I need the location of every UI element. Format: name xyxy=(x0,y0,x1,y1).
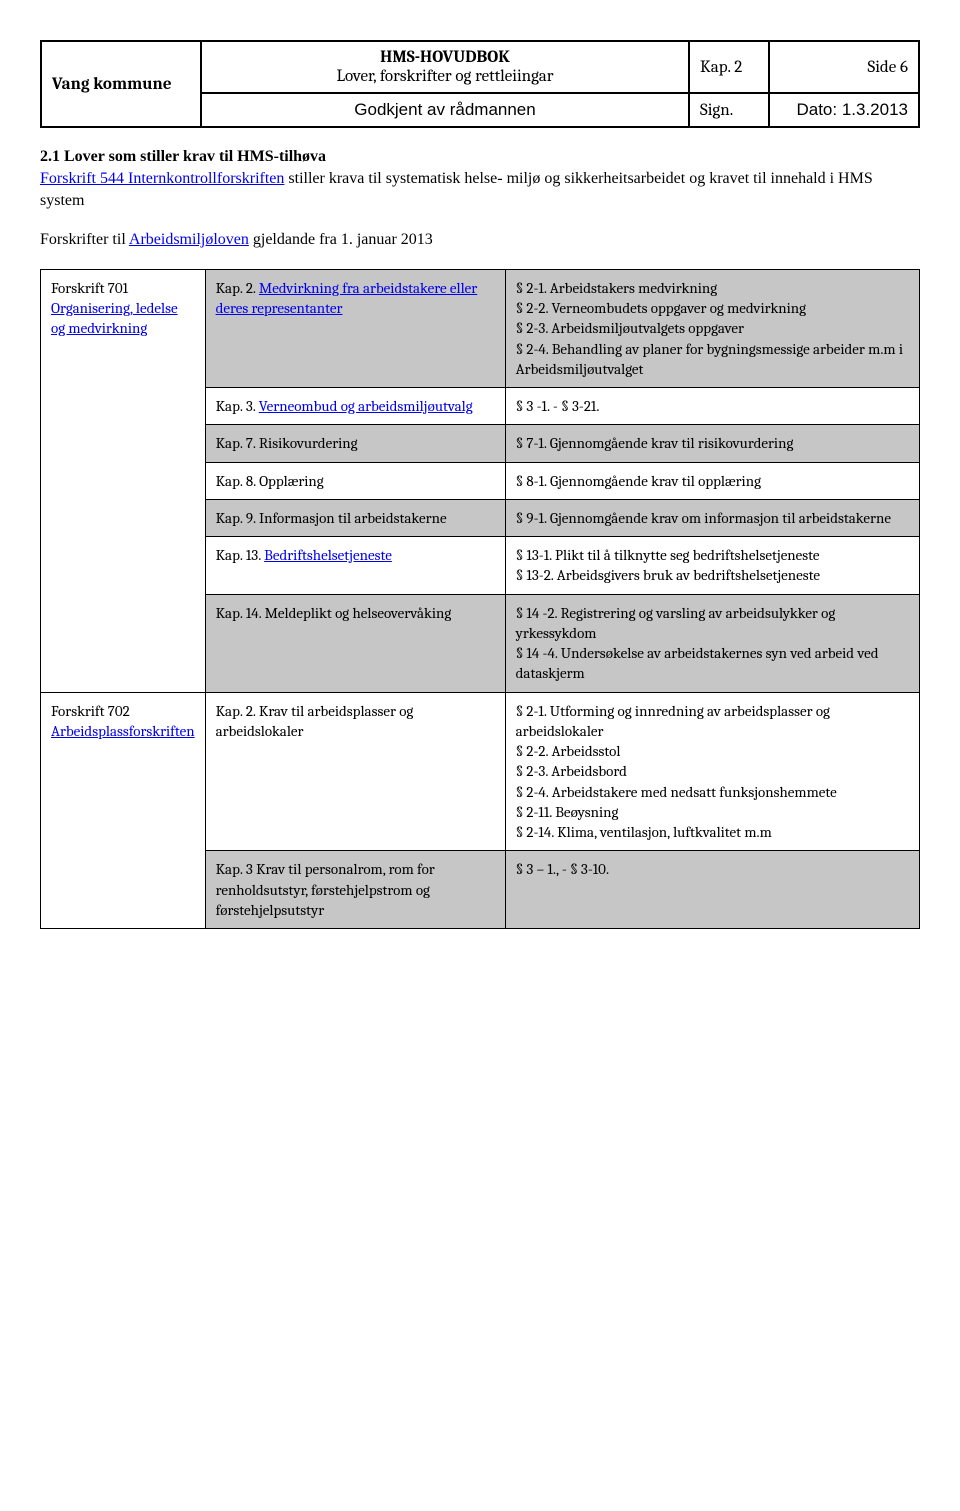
header-title-line1: HMS-HOVUDBOK xyxy=(212,48,678,67)
mid-cell: Kap. 2. Medvirkning fra arbeidstakere el… xyxy=(205,269,505,387)
right-line: § 3 – 1., - § 3-10. xyxy=(516,859,909,879)
mid-cell: Kap. 9. Informasjon til arbeidstakerne xyxy=(205,499,505,536)
right-line: § 13-2. Arbeidsgivers bruk av bedriftshe… xyxy=(516,565,909,585)
table-row: Forskrift 702Arbeidsplassforskriften Kap.… xyxy=(41,692,920,851)
mid-prefix: Kap. 2. xyxy=(216,279,259,297)
section-body-1: Forskrift 544 Internkontrollforskriften … xyxy=(40,168,920,211)
mid-cell: Kap. 13. Bedriftshelsetjeneste xyxy=(205,537,505,595)
section-body2-a: Forskrifter til xyxy=(40,231,129,248)
right-cell: § 9-1. Gjennomgående krav om informasjon… xyxy=(505,499,919,536)
right-line: § 2-14. Klima, ventilasjon, luftkvalitet… xyxy=(516,822,909,842)
right-cell: § 7-1. Gjennomgående krav til risikovurd… xyxy=(505,425,919,462)
mid-prefix: Kap. 14. Meldeplikt og helseovervåking xyxy=(216,604,452,622)
header-title-line2: Lover, forskrifter og rettleiingar xyxy=(212,67,678,86)
right-cell: § 2-1. Utforming og innredning av arbeid… xyxy=(505,692,919,851)
right-line: § 2-4. Arbeidstakere med nedsatt funksjo… xyxy=(516,782,909,802)
forskrift-label: Forskrift 701 xyxy=(51,278,195,298)
section-body-2: Forskrifter til Arbeidsmiljøloven gjelda… xyxy=(40,229,920,251)
right-cell: § 8-1. Gjennomgående krav til opplæring xyxy=(505,462,919,499)
forskrift-link[interactable]: Arbeidsplassforskriften xyxy=(51,722,195,740)
mid-link[interactable]: Bedriftshelsetjeneste xyxy=(264,546,392,564)
link-internkontroll[interactable]: Forskrift 544 Internkontrollforskriften xyxy=(40,170,284,187)
main-table: Forskrift 701Organisering, ledelse og me… xyxy=(40,269,920,929)
right-line: § 9-1. Gjennomgående krav om informasjon… xyxy=(516,508,909,528)
right-cell: § 3 -1. - § 3-21. xyxy=(505,388,919,425)
right-line: § 2-3. Arbeidsmiljøutvalgets oppgaver xyxy=(516,318,909,338)
left-cell: Forskrift 701Organisering, ledelse og me… xyxy=(41,269,206,692)
section-body2-b: gjeldande fra 1. januar 2013 xyxy=(249,231,433,248)
right-cell: § 14 -2. Registrering og varsling av arb… xyxy=(505,594,919,692)
right-line: § 2-3. Arbeidsbord xyxy=(516,761,909,781)
mid-prefix: Kap. 13. xyxy=(216,546,265,564)
table-row: Forskrift 701Organisering, ledelse og me… xyxy=(41,269,920,387)
mid-prefix: Kap. 3 Krav til personalrom, rom for ren… xyxy=(216,860,435,919)
right-line: § 8-1. Gjennomgående krav til opplæring xyxy=(516,471,909,491)
mid-prefix: Kap. 8. Opplæring xyxy=(216,472,324,490)
right-cell: § 13-1. Plikt til å tilknytte seg bedrif… xyxy=(505,537,919,595)
mid-cell: Kap. 14. Meldeplikt og helseovervåking xyxy=(205,594,505,692)
right-line: § 2-11. Beøysning xyxy=(516,802,909,822)
mid-prefix: Kap. 2. Krav til arbeidsplasser og arbei… xyxy=(216,702,414,740)
link-arbeidsmiljoloven[interactable]: Arbeidsmiljøloven xyxy=(129,231,249,248)
right-line: § 2-4. Behandling av planer for bygnings… xyxy=(516,339,909,380)
right-line: § 2-1. Arbeidstakers medvirkning xyxy=(516,278,909,298)
right-line: § 2-2. Verneombudets oppgaver og medvirk… xyxy=(516,298,909,318)
mid-cell: Kap. 3 Krav til personalrom, rom for ren… xyxy=(205,851,505,929)
mid-cell: Kap. 3. Verneombud og arbeidsmiljøutvalg xyxy=(205,388,505,425)
mid-link[interactable]: Verneombud og arbeidsmiljøutvalg xyxy=(259,397,473,415)
document-header-table: Vang kommune HMS-HOVUDBOK Lover, forskri… xyxy=(40,40,920,128)
right-line: § 7-1. Gjennomgående krav til risikovurd… xyxy=(516,433,909,453)
mid-cell: Kap. 8. Opplæring xyxy=(205,462,505,499)
mid-prefix: Kap. 3. xyxy=(216,397,259,415)
header-org: Vang kommune xyxy=(41,41,201,127)
header-title: HMS-HOVUDBOK Lover, forskrifter og rettl… xyxy=(201,41,689,93)
forskrift-link[interactable]: Organisering, ledelse og medvirkning xyxy=(51,299,178,337)
header-side: Side 6 xyxy=(769,41,919,93)
header-kap: Kap. 2 xyxy=(689,41,769,93)
mid-cell: Kap. 2. Krav til arbeidsplasser og arbei… xyxy=(205,692,505,851)
right-line: § 14 -4. Undersøkelse av arbeidstakernes… xyxy=(516,643,909,684)
mid-cell: Kap. 7. Risikovurdering xyxy=(205,425,505,462)
right-cell: § 2-1. Arbeidstakers medvirkning§ 2-2. V… xyxy=(505,269,919,387)
header-approved: Godkjent av rådmannen xyxy=(201,93,689,127)
mid-prefix: Kap. 9. Informasjon til arbeidstakerne xyxy=(216,509,447,527)
right-line: § 14 -2. Registrering og varsling av arb… xyxy=(516,603,909,644)
mid-prefix: Kap. 7. Risikovurdering xyxy=(216,434,358,452)
left-cell: Forskrift 702Arbeidsplassforskriften xyxy=(41,692,206,929)
header-dato: Dato: 1.3.2013 xyxy=(769,93,919,127)
section-heading: 2.1 Lover som stiller krav til HMS-tilhø… xyxy=(40,148,920,166)
right-line: § 2-2. Arbeidsstol xyxy=(516,741,909,761)
right-line: § 3 -1. - § 3-21. xyxy=(516,396,909,416)
right-cell: § 3 – 1., - § 3-10. xyxy=(505,851,919,929)
right-line: § 13-1. Plikt til å tilknytte seg bedrif… xyxy=(516,545,909,565)
forskrift-label: Forskrift 702 xyxy=(51,701,195,721)
header-sign: Sign. xyxy=(689,93,769,127)
right-line: § 2-1. Utforming og innredning av arbeid… xyxy=(516,701,909,742)
